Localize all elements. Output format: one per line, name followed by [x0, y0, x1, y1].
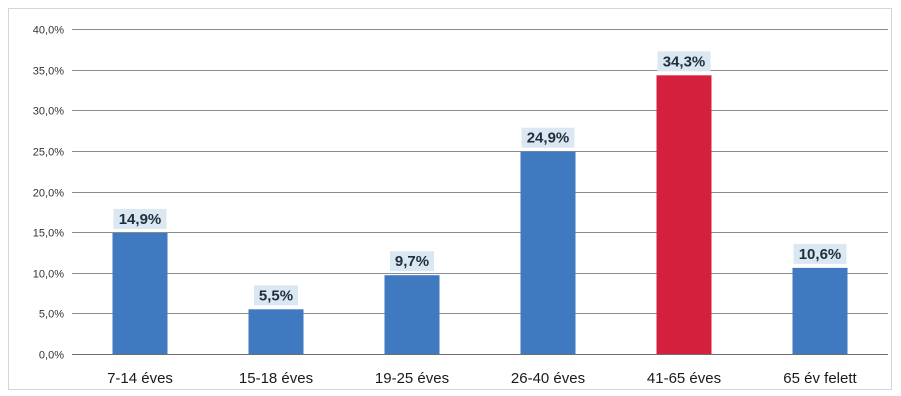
y-tick-label: 25,0% [33, 147, 64, 159]
data-label: 10,6% [799, 246, 842, 263]
bar [520, 151, 576, 354]
bars [112, 75, 848, 354]
bar [656, 75, 712, 354]
data-label-background [521, 127, 575, 148]
x-axis-category-labels: 7-14 éves 15-18 éves 19-25 éves 26-40 éves 4… [107, 370, 857, 387]
x-category-label: 7-14 éves [107, 370, 173, 387]
data-label: 14,9% [119, 211, 162, 228]
bar [248, 309, 304, 354]
y-axis-tick-labels: 0,0% 5,0% 10,0% 15,0% 20,0% 25,0% 30,0% 35,0% 40… [33, 25, 64, 362]
y-tick-label: 30,0% [33, 106, 64, 118]
x-category-label: 65 év felett [783, 370, 857, 387]
x-category-label: 15-18 éves [239, 370, 313, 387]
x-category-label: 26-40 éves [511, 370, 585, 387]
data-label: 24,9% [527, 130, 570, 147]
data-label: 9,7% [395, 253, 429, 270]
y-tick-label: 0,0% [39, 350, 64, 362]
data-label-background [793, 243, 847, 264]
y-tick-label: 35,0% [33, 66, 64, 78]
bar [792, 267, 848, 354]
data-label-background [657, 51, 711, 72]
data-label: 34,3% [663, 53, 706, 70]
y-tick-label: 5,0% [39, 309, 64, 321]
data-label-background [113, 208, 167, 229]
y-tick-label: 10,0% [33, 269, 64, 281]
data-label-background [254, 285, 298, 306]
y-tick-label: 40,0% [33, 25, 64, 37]
bar [112, 232, 168, 354]
data-label: 5,5% [259, 287, 293, 304]
gridlines [72, 29, 888, 355]
data-label-background [390, 251, 434, 272]
y-tick-label: 15,0% [33, 228, 64, 240]
data-labels: 14,9% 5,5% 9,7% 24,9% 34,3% 10,6% [113, 51, 847, 306]
x-category-label: 19-25 éves [375, 370, 449, 387]
y-tick-label: 20,0% [33, 188, 64, 200]
x-category-label: 41-65 éves [647, 370, 721, 387]
bar [384, 275, 440, 354]
